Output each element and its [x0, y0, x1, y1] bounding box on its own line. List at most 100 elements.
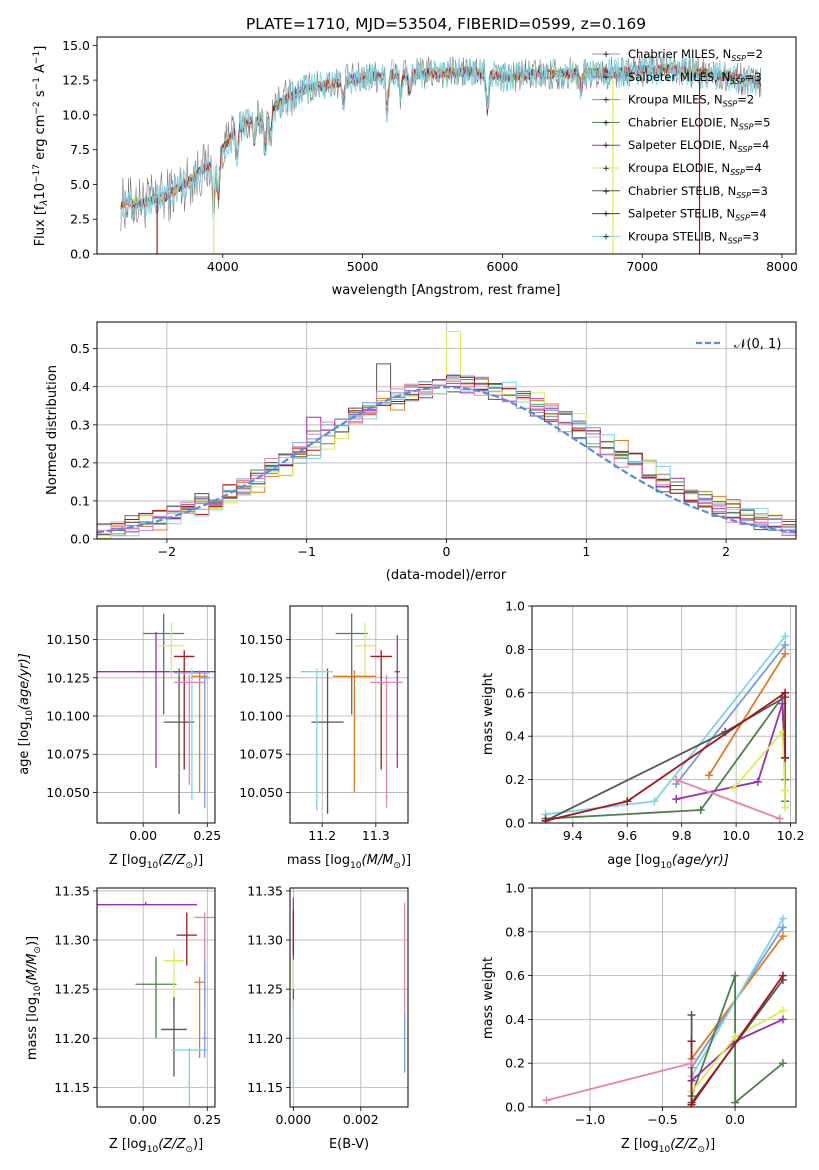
y-tick-label: 0.0 — [505, 1100, 525, 1115]
plot-content — [292, 897, 406, 1088]
spectrum-xlabel: wavelength [Angstrom, rest frame] — [332, 283, 561, 298]
weight-age-xlabel: age [log10(age/yr)] — [607, 853, 729, 871]
legend-label: Chabrier ELODIE, NSSP=5 — [628, 115, 770, 131]
y-tick-label: 1.0 — [505, 881, 525, 896]
legend-label: Kroupa ELODIE, NSSP=4 — [628, 161, 762, 177]
y-tick-label: 0.2 — [505, 772, 525, 787]
x-tick-label: 0.002 — [343, 1112, 379, 1127]
x-tick-label: 9.6 — [617, 828, 637, 843]
weight-point — [672, 795, 681, 804]
weight-point — [778, 914, 787, 923]
legend-label-sub: SSP — [735, 214, 750, 223]
x-tick-label: −0.5 — [647, 1112, 677, 1127]
plot-content — [542, 914, 787, 1107]
weight-vs-metallicity-panel: −1.0 −0.5 0.0 0.0 0.2 0.4 0.6 0.8 1.0 Z [log10(Z… — [481, 881, 797, 1155]
weight-point — [687, 1037, 696, 1046]
x-tick-label: 0.0 — [725, 1112, 745, 1127]
legend-label-tail: =3 — [742, 229, 759, 243]
weight-series-line — [545, 694, 786, 820]
x-tick-label: 6000 — [487, 259, 519, 274]
legend-label-tail: =5 — [754, 115, 771, 129]
weight-point — [778, 923, 787, 932]
weight-series-line — [545, 635, 786, 816]
x-tick-label: 7000 — [626, 259, 658, 274]
residual-legend: 𝒩(0, 1) — [696, 337, 781, 352]
y-tick-label: 10.050 — [46, 785, 90, 800]
legend-marker: + — [602, 210, 610, 220]
x-tick-label: −2 — [158, 544, 176, 559]
legend-label-sub: SSP — [730, 77, 745, 86]
mass-z-xlabel: Z [log10(Z/Z⊙)] — [109, 1137, 203, 1155]
plot-content — [120, 53, 762, 254]
y-tick-label: 0.0 — [70, 247, 90, 262]
axes-frame — [96, 605, 216, 824]
legend-label: Chabrier MILES, NSSP=2 — [628, 47, 763, 63]
weight-age-ylabel: mass weight — [481, 673, 496, 755]
weight-series-line — [690, 918, 784, 1077]
y-tick-label: 0.4 — [505, 1012, 525, 1027]
axes-frame — [289, 605, 409, 824]
legend-label-sub: SSP — [736, 191, 751, 200]
x-tick-label: 2 — [722, 544, 730, 559]
weight-point — [704, 771, 713, 780]
mass-vs-metallicity-panel: 0.00 0.25 11.15 11.20 11.25 11.30 11.35 Z [log… — [25, 883, 221, 1155]
x-tick-label: 4000 — [207, 259, 239, 274]
legend-label-text: Salpeter MILES, N — [628, 70, 730, 84]
y-tick-label: 11.30 — [247, 933, 283, 948]
residual-histogram-step — [97, 380, 796, 539]
legend-label: Kroupa STELIB, NSSP=3 — [628, 229, 759, 245]
y-tick-label: 0.3 — [70, 417, 90, 432]
weight-point — [781, 803, 790, 812]
weight-point — [781, 688, 790, 697]
y-tick-label: 10.075 — [239, 747, 283, 762]
legend-label-tail: =4 — [752, 138, 769, 152]
weight-point — [729, 784, 738, 793]
legend-label: Salpeter STELIB, NSSP=4 — [628, 207, 767, 223]
legend-marker: + — [602, 73, 610, 83]
y-tick-label: 11.20 — [54, 1031, 90, 1046]
y-tick-label: 10.0 — [62, 107, 90, 122]
x-tick-label: 0.00 — [129, 828, 157, 843]
weight-point — [778, 1059, 787, 1068]
weight-point — [781, 632, 790, 641]
weight-point — [687, 1011, 696, 1020]
x-tick-label: 5000 — [347, 259, 379, 274]
legend-label-sub: SSP — [728, 236, 743, 245]
y-tick-label: 10.075 — [46, 747, 90, 762]
y-tick-label: 1.0 — [505, 599, 525, 614]
x-tick-label: 0.25 — [193, 828, 221, 843]
y-tick-label: 11.15 — [247, 1080, 283, 1095]
y-tick-label: 0.0 — [505, 816, 525, 831]
y-tick-label: 0.6 — [505, 968, 525, 983]
legend-label: Salpeter MILES, NSSP=3 — [628, 70, 762, 86]
y-tick-label: 10.125 — [46, 670, 90, 685]
axes-frame — [289, 887, 409, 1108]
weight-point — [541, 816, 550, 823]
y-tick-label: 10.050 — [239, 785, 283, 800]
weight-point — [731, 1032, 740, 1041]
weight-point — [687, 1059, 696, 1068]
x-tick-label: 9.8 — [672, 828, 692, 843]
weight-point — [623, 797, 632, 806]
age-vs-metallicity-plot: 0.00 0.25 10.050 10.075 10.100 10.125 10.150 — [46, 605, 221, 843]
legend-label-sub: SSP — [739, 122, 754, 131]
weight-point — [775, 814, 784, 823]
y-tick-label: 0.2 — [70, 455, 90, 470]
weight-point — [781, 753, 790, 762]
age-vs-metallicity-panel: 0.00 0.25 10.050 10.075 10.100 10.125 10.150 Z… — [17, 605, 221, 871]
residual-ylabel: Normed distribution — [45, 365, 60, 495]
plot-content — [97, 613, 215, 814]
weight-vs-age-plot: 9.4 9.6 9.8 10.0 10.2 0.0 0.2 0.4 0.6 0.8 1.0 — [505, 599, 804, 844]
weight-point — [731, 971, 740, 980]
y-tick-label: 0.2 — [505, 1056, 525, 1071]
y-tick-label: 11.15 — [54, 1080, 90, 1095]
y-tick-label: 11.20 — [247, 1031, 283, 1046]
weight-series-line — [708, 653, 786, 776]
legend-marker: + — [602, 96, 610, 106]
y-tick-label: 12.5 — [62, 73, 90, 88]
x-tick-label: 0.00 — [129, 1112, 157, 1127]
legend-label: Chabrier STELIB, NSSP=3 — [628, 184, 768, 200]
legend-label-text: Chabrier MILES, N — [628, 47, 731, 61]
spectrum-ylabel: Flux [fλ10−17 erg cm−2 s−1 A−1] — [32, 46, 50, 247]
legend-marker: + — [602, 118, 610, 128]
